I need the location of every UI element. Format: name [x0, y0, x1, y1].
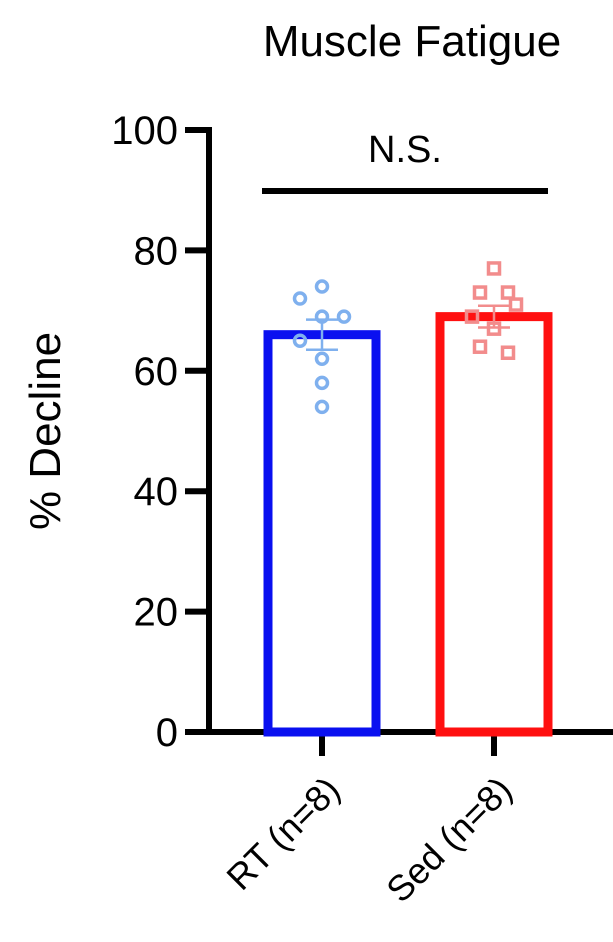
- y-tick-label: 100: [111, 109, 178, 153]
- chart-title: Muscle Fatigue: [263, 17, 561, 66]
- y-axis-label: % Decline: [21, 332, 70, 530]
- bar: [263, 330, 381, 737]
- data-point: [508, 297, 524, 312]
- data-point: [314, 351, 330, 367]
- y-tick-label: 60: [134, 350, 179, 394]
- data-point: [292, 333, 308, 348]
- x-axis: RT (n=8) Sed (n=8): [206, 729, 613, 910]
- x-tick-label: RT (n=8): [218, 769, 347, 898]
- y-tick-label: 20: [134, 591, 179, 635]
- data-point: [472, 339, 488, 354]
- significance-annotation: N.S.: [262, 129, 548, 194]
- data-point: [486, 261, 502, 276]
- error-bars: [306, 304, 510, 351]
- data-point: [292, 291, 308, 306]
- bar: [435, 312, 553, 737]
- data-point: [500, 285, 516, 300]
- y-tick-label: 80: [134, 229, 179, 273]
- data-point: [464, 309, 480, 324]
- data-point: [314, 399, 330, 415]
- data-point: [500, 345, 516, 360]
- data-point: [472, 285, 488, 300]
- data-point: [314, 279, 330, 294]
- data-point: [336, 309, 352, 324]
- data-point: [314, 375, 330, 391]
- x-tick-label: Sed (n=8): [378, 769, 519, 910]
- y-tick-label: 40: [134, 470, 179, 514]
- bars: [263, 312, 553, 737]
- y-axis: 0 20 40 60 80 100: [111, 109, 212, 755]
- data-points: [292, 261, 524, 415]
- significance-label: N.S.: [368, 129, 442, 171]
- y-tick-label: 0: [156, 711, 178, 755]
